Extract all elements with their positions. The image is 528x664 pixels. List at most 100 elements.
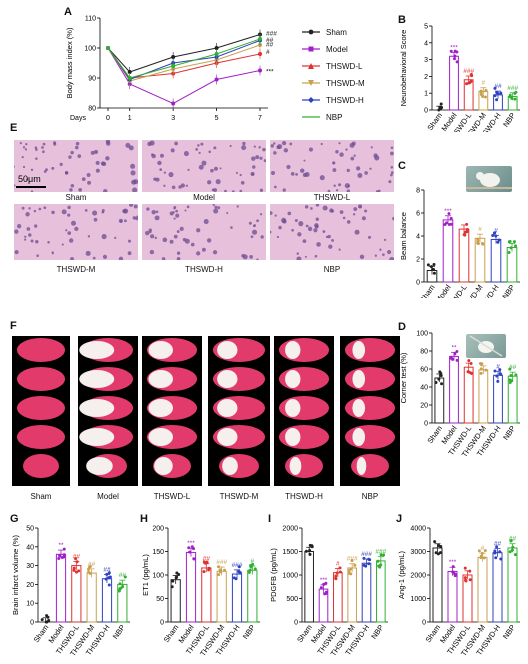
data-point: [449, 222, 453, 226]
infarct-area: [352, 341, 366, 359]
nucleus-dot: [148, 228, 152, 232]
data-point: [127, 70, 132, 74]
nucleus-dot: [302, 239, 307, 244]
nucleus-dot: [370, 146, 373, 149]
data-point: [308, 552, 312, 556]
nucleus-dot: [242, 254, 248, 260]
nucleus-dot: [367, 235, 372, 239]
significance-label: #: [496, 363, 500, 370]
data-point: [463, 576, 467, 580]
y-tick-label: 3000: [410, 549, 426, 556]
nucleus-dot: [259, 156, 263, 160]
y-tick-label: 90: [88, 76, 96, 83]
data-point: [72, 566, 76, 570]
nucleus-dot: [217, 206, 221, 210]
significance-label: ##: [494, 83, 502, 90]
data-point: [447, 222, 451, 226]
significance-label: ##: [494, 540, 502, 547]
data-point: [465, 227, 469, 231]
nucleus-dot: [250, 235, 254, 239]
x-tick-label: 1: [128, 115, 132, 122]
nucleus-dot: [332, 168, 337, 172]
nucleus-dot: [383, 238, 387, 242]
nucleus-dot: [180, 183, 185, 188]
data-point: [498, 372, 502, 376]
bar-thswd-h: [490, 238, 502, 283]
mouse-photo-beam: [466, 166, 512, 192]
data-point: [214, 77, 219, 82]
nucleus-dot: [103, 188, 108, 192]
data-point: [440, 106, 444, 110]
nucleus-dot: [206, 238, 212, 243]
nucleus-dot: [235, 171, 238, 174]
brain-slice-stack: [279, 338, 329, 478]
nucleus-dot: [118, 256, 124, 260]
nucleus-dot: [305, 224, 309, 228]
data-point: [258, 52, 262, 56]
tissue-texture: [14, 204, 138, 260]
x-tick-label: NBP: [501, 623, 517, 641]
nucleus-dot: [214, 205, 218, 209]
data-point: [324, 590, 328, 594]
data-point: [251, 562, 255, 566]
nucleus-dot: [132, 187, 138, 192]
data-point: [171, 101, 176, 106]
y-tick-label: 6: [416, 211, 420, 218]
nucleus-dot: [85, 250, 91, 256]
data-point: [453, 352, 457, 356]
data-point: [484, 368, 488, 372]
data-point: [451, 565, 455, 569]
bar-chart-corner-test: Corner test (%)020406080100Sham**ModelTH…: [399, 331, 520, 456]
nucleus-dot: [24, 235, 27, 238]
y-tick-label: 3: [424, 57, 428, 64]
data-point: [324, 581, 328, 585]
nucleus-dot: [307, 226, 313, 232]
nucleus-dot: [290, 172, 295, 176]
y-axis-label: PDGFB (pg/mL): [269, 548, 278, 602]
nucleus-dot: [303, 159, 306, 162]
data-point: [479, 554, 483, 558]
nucleus-dot: [339, 152, 344, 157]
nucleus-dot: [47, 240, 50, 244]
significance-label: #: [251, 558, 255, 565]
nucleus-dot: [149, 249, 155, 255]
nucleus-dot: [276, 235, 279, 239]
nucleus-dot: [169, 239, 174, 244]
data-point: [496, 379, 500, 383]
data-point: [499, 91, 503, 95]
y-tick-label: 100: [84, 46, 96, 53]
nucleus-dot: [133, 204, 138, 209]
nucleus-dot: [74, 145, 79, 150]
data-point: [308, 548, 312, 552]
y-tick-label: 50: [26, 526, 34, 533]
nucleus-dot: [179, 226, 184, 231]
data-point: [467, 81, 471, 85]
nucleus-dot: [25, 143, 28, 146]
nucleus-dot: [187, 168, 190, 171]
tissue-texture: [147, 140, 266, 192]
bar-thswd-m: [347, 567, 357, 623]
y-tick-label: 2000: [410, 573, 426, 580]
y-tick-label: 60: [420, 367, 428, 374]
nucleus-dot: [87, 180, 92, 185]
nucleus-dot: [300, 168, 305, 173]
nucleus-dot: [219, 167, 222, 170]
data-point: [480, 551, 484, 555]
brain-slice-stack: [345, 338, 395, 478]
y-tick-label: 4: [424, 40, 428, 47]
x-tick-label: Sham: [418, 283, 437, 298]
brain-column-thswd-l: [142, 336, 202, 486]
significance-label: **: [58, 542, 64, 549]
nucleus-dot: [255, 155, 260, 160]
nucleus-dot: [241, 145, 247, 151]
bar-model: [442, 219, 454, 283]
infarct-area: [285, 399, 301, 417]
data-point: [319, 586, 323, 590]
bar-nbp: [507, 547, 518, 623]
data-point: [451, 570, 455, 574]
brain-caption-thswd-l: THSWD-L: [153, 492, 191, 501]
y-tick-label: 2000: [282, 526, 298, 533]
nucleus-dot: [65, 229, 68, 232]
nucleus-dot: [178, 185, 182, 189]
significance-label: #: [481, 545, 485, 552]
